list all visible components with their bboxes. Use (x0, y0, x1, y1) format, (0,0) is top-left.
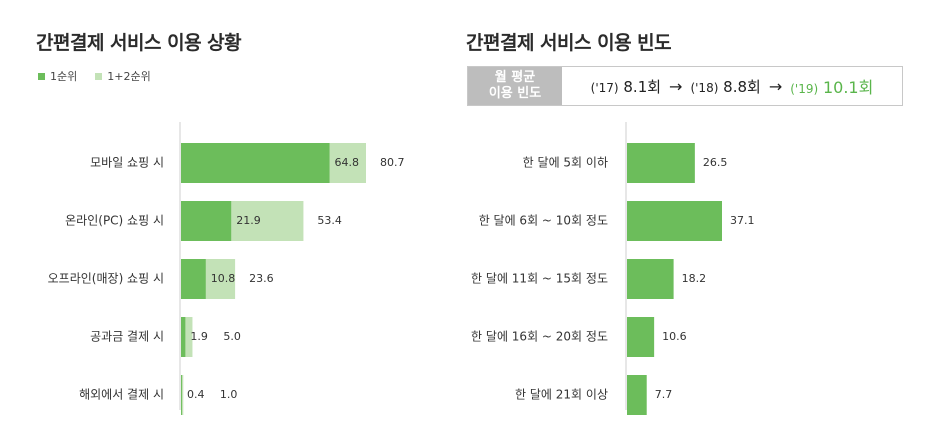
legend-item-rank12: 1+2순위 (95, 68, 151, 84)
left-value-label-rank12: 1.0 (220, 388, 238, 401)
right-value-label: 7.7 (655, 388, 673, 401)
left-bar-rank1 (181, 317, 186, 357)
left-bar-rank1 (181, 259, 206, 299)
right-bar (627, 143, 695, 183)
left-bar-rank1 (181, 143, 330, 183)
year-2018: ('18) (690, 80, 719, 95)
left-bar-rank1 (181, 375, 182, 415)
left-category-label: 오프라인(매장) 쇼핑 시 (48, 272, 164, 286)
frequency-entry-2018: ('18) 8.8회 (690, 76, 760, 97)
legend: 1순위 1+2순위 (38, 68, 151, 84)
year-2017: ('17) (590, 80, 619, 95)
left-bar-rank12 (181, 317, 193, 357)
frequency-label-line2: 이용 빈도 (488, 86, 542, 101)
left-value-label-rank1: 0.4 (187, 388, 205, 401)
right-value-label: 26.5 (703, 156, 728, 169)
right-value-label: 18.2 (682, 272, 707, 285)
frequency-entry-2019: ('19) 10.1회 (790, 74, 873, 98)
left-value-label-rank12: 5.0 (223, 330, 241, 343)
frequency-entry-2017: ('17) 8.1회 (591, 76, 661, 97)
legend-item-rank1: 1순위 (38, 68, 77, 84)
right-bar (627, 201, 722, 241)
left-value-label-rank1: 64.8 (335, 156, 360, 169)
arrow-icon: → (669, 76, 683, 96)
right-chart-title: 간편결제 서비스 이용 빈도 (466, 32, 672, 54)
left-value-label-rank12: 23.6 (249, 272, 274, 285)
right-value-label: 37.1 (730, 214, 755, 227)
left-value-label-rank12: 80.7 (380, 156, 405, 169)
right-category-label: 한 달에 16회 ~ 20회 정도 (471, 330, 608, 344)
right-category-label: 한 달에 11회 ~ 15회 정도 (471, 272, 608, 286)
legend-label-rank12: 1+2순위 (107, 70, 151, 83)
left-bar-rank1 (181, 201, 232, 241)
legend-swatch-rank1 (38, 72, 45, 80)
left-category-label: 공과금 결제 시 (90, 330, 164, 344)
right-value-label: 10.6 (662, 330, 687, 343)
monthly-frequency-label: 월 평균 이용 빈도 (468, 67, 562, 105)
left-value-label-rank1: 21.9 (236, 214, 261, 227)
frequency-label-line1: 월 평균 (494, 70, 536, 85)
right-category-label: 한 달에 21회 이상 (515, 388, 608, 402)
right-bar (627, 317, 655, 357)
left-value-label-rank12: 53.4 (317, 214, 342, 227)
left-category-label: 온라인(PC) 쇼핑 시 (65, 214, 164, 228)
left-value-label-rank1: 10.8 (211, 272, 236, 285)
legend-label-rank1: 1순위 (50, 70, 78, 83)
left-category-label: 모바일 쇼핑 시 (90, 156, 164, 170)
arrow-icon: → (768, 76, 783, 96)
legend-swatch-rank12 (95, 72, 103, 80)
left-value-label-rank1: 1.9 (190, 330, 208, 343)
left-bar-rank12 (181, 375, 184, 415)
frequency-values: ('17) 8.1회 → ('18) 8.8회 → ('19) 10.1회 (562, 67, 902, 105)
right-bar (627, 259, 674, 299)
value-2019: 10.1회 (822, 78, 874, 97)
right-bar (627, 375, 647, 415)
monthly-frequency-box: 월 평균 이용 빈도 ('17) 8.1회 → ('18) 8.8회 → ('1… (467, 66, 903, 106)
year-2019: ('19) (790, 82, 819, 96)
right-category-label: 한 달에 6회 ~ 10회 정도 (479, 214, 608, 228)
value-2018: 8.8회 (723, 77, 761, 96)
right-category-label: 한 달에 5회 이하 (523, 156, 608, 170)
left-chart-title: 간편결제 서비스 이용 상황 (36, 32, 242, 54)
left-category-label: 해외에서 결제 시 (79, 388, 164, 402)
value-2017: 8.1회 (623, 77, 662, 96)
